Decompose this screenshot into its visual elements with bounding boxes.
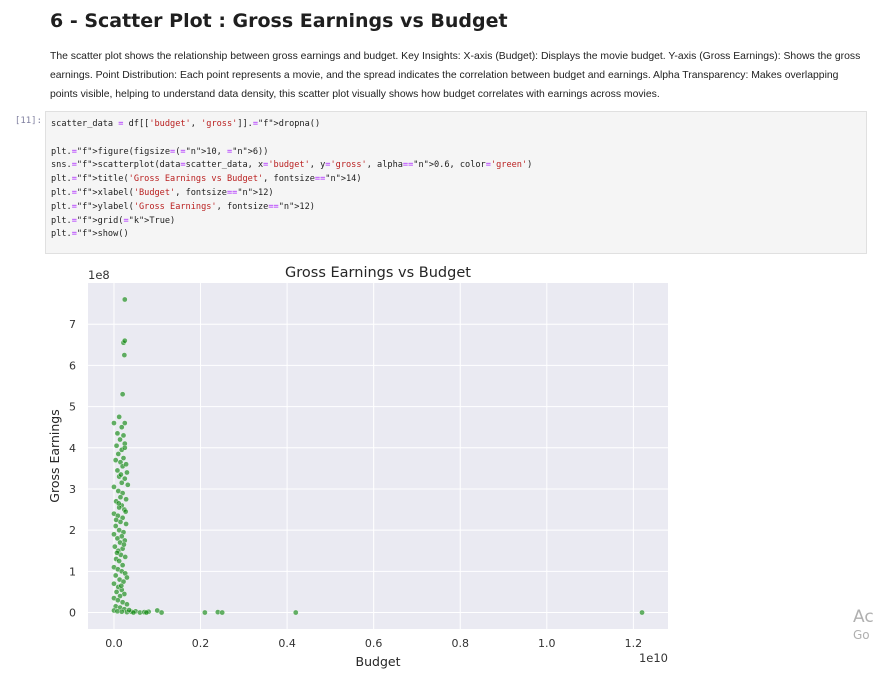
y-tick-label: 7 [69, 318, 76, 331]
y-tick-label: 6 [69, 359, 76, 372]
watermark-line-1: Ac [853, 608, 874, 627]
y-tick-label: 3 [69, 483, 76, 496]
data-point [124, 469, 130, 476]
data-point [124, 574, 130, 581]
x-tick-label: 0.0 [105, 637, 123, 650]
x-tick-label: 0.6 [365, 637, 383, 650]
code-line: plt.="f">xlabel('Budget', fontsize=="n">… [51, 187, 274, 198]
chart-title: Gross Earnings vs Budget [285, 265, 471, 281]
x-tick-label: 0.4 [278, 637, 296, 650]
data-point [121, 337, 128, 344]
y-axis-label: Gross Earnings [47, 409, 62, 502]
data-point [112, 457, 119, 463]
data-point [116, 558, 123, 564]
data-point [121, 420, 128, 426]
x-axis-label: Budget [356, 654, 401, 669]
activation-watermark: Ac Go [853, 608, 875, 644]
y-tick-label: 1 [69, 565, 76, 578]
x-tick-label: 0.8 [451, 637, 469, 650]
data-point [123, 461, 129, 468]
data-point [122, 554, 129, 560]
code-line: scatter_data = df[['budget', 'gross']].=… [51, 119, 321, 129]
data-point [118, 471, 124, 478]
data-point [115, 597, 121, 604]
data-point [124, 481, 131, 488]
code-line: plt.="f">figure(figsize=(="n">10, ="n">6… [51, 146, 269, 157]
data-point [117, 436, 123, 443]
code-line: sns.="f">scatterplot(data=scatter_data, … [51, 160, 533, 171]
plot-area [88, 283, 668, 629]
data-point [202, 609, 208, 616]
data-point [158, 609, 165, 616]
data-point [118, 479, 125, 486]
data-point [114, 535, 121, 542]
data-point [111, 484, 117, 490]
data-point [111, 543, 118, 550]
data-point [639, 609, 645, 616]
data-point [219, 609, 226, 616]
y-tick-label: 0 [69, 607, 76, 620]
data-point [121, 296, 128, 303]
data-point [123, 496, 129, 503]
data-point [121, 475, 128, 482]
data-point [124, 601, 130, 608]
code-line: plt.="f">title('Gross Earnings vs Budget… [51, 174, 362, 185]
data-point [126, 607, 132, 613]
data-point [115, 500, 122, 507]
data-point [122, 508, 129, 515]
data-point [121, 444, 128, 451]
data-point [112, 572, 119, 579]
data-point [118, 608, 125, 615]
data-point [113, 442, 120, 449]
code-line: plt.="f">show() [51, 229, 129, 240]
data-point [111, 531, 117, 538]
data-point [118, 424, 125, 431]
data-point [111, 420, 117, 426]
data-point [121, 352, 128, 358]
x-tick-label: 0.2 [192, 637, 210, 650]
data-point [130, 609, 137, 616]
data-point [114, 467, 121, 474]
data-point [121, 541, 127, 548]
code-line: plt.="f">grid(="k">True) [51, 215, 176, 226]
watermark-line-2: Go [853, 628, 870, 642]
y-tick-label: 2 [69, 524, 76, 537]
data-point [116, 414, 123, 420]
notebook-description: The scatter plot shows the relationship … [50, 51, 861, 100]
code-line: ​ [51, 132, 866, 146]
data-point [143, 609, 150, 616]
data-point [123, 521, 129, 527]
data-point [292, 609, 299, 616]
data-point [112, 523, 119, 529]
data-point [117, 494, 124, 501]
notebook-heading: 6 - Scatter Plot : Gross Earnings vs Bud… [50, 10, 508, 32]
data-point [120, 455, 127, 461]
data-point [118, 582, 125, 589]
y-tick-label: 5 [69, 401, 76, 414]
x-tick-label: 1.0 [538, 637, 556, 650]
code-editor[interactable]: scatter_data = df[['budget', 'gross']].=… [46, 112, 866, 242]
data-point [113, 589, 120, 595]
code-cell[interactable]: scatter_data = df[['budget', 'gross']].=… [45, 111, 867, 254]
scatter-plot: 0.0 0.2 0.4 0.6 0.8 1.0 1.2 0 1 2 3 4 5 6 7 Gross Earni… [47, 265, 668, 669]
data-point [119, 562, 126, 569]
x-tick-label: 1.2 [625, 637, 643, 650]
data-point [113, 516, 119, 523]
data-point [115, 451, 122, 457]
data-point [119, 391, 126, 398]
y-tick-label: 4 [69, 442, 76, 455]
y-offset-label: 1e8 [88, 268, 110, 282]
data-point [120, 432, 127, 439]
data-point [114, 430, 121, 437]
data-point [114, 549, 120, 556]
data-point [111, 580, 117, 587]
code-line: plt.="f">ylabel('Gross Earnings', fontsi… [51, 201, 315, 212]
cell-execution-count: [11]: [14, 116, 42, 126]
x-offset-label: 1e10 [639, 651, 668, 665]
